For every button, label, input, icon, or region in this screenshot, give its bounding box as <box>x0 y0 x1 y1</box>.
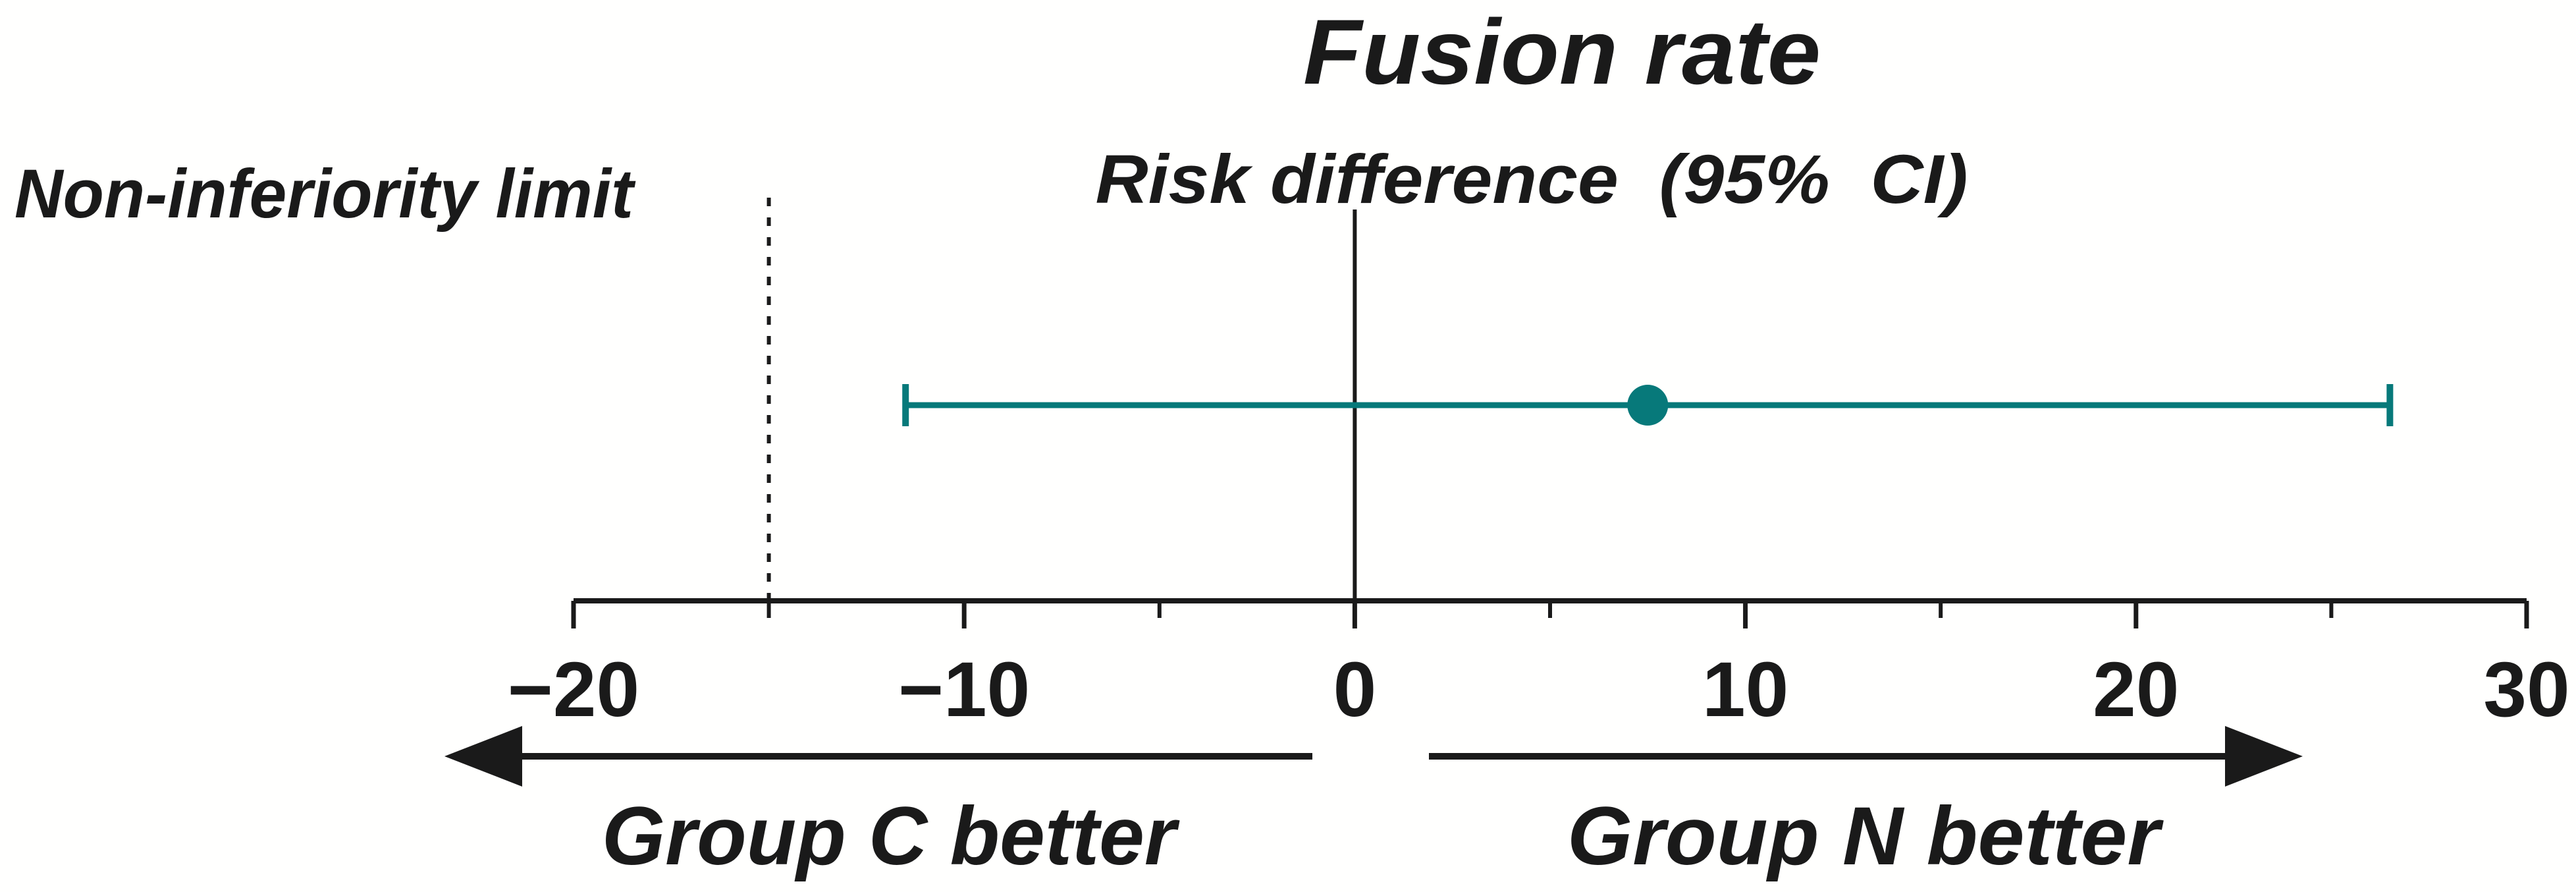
x-axis-tick-label: 30 <box>2483 646 2569 733</box>
x-axis-tick-label: 10 <box>1702 646 1788 733</box>
left-arrow-head <box>444 726 522 787</box>
x-axis-tick-label: 20 <box>2093 646 2179 733</box>
chart-subtitle: Risk difference (95% CI) <box>1096 141 1968 218</box>
chart-title: Fusion rate <box>1303 0 1821 103</box>
x-axis-tick-label: −20 <box>508 646 639 733</box>
point-estimate-dot <box>1627 385 1669 426</box>
left-arrow-label: Group C better <box>602 791 1180 882</box>
chart-geometry: −20 −10 0 10 20 30 <box>444 198 2570 787</box>
x-axis-tick-label: 0 <box>1333 646 1377 733</box>
right-arrow-head <box>2225 726 2303 787</box>
right-arrow-label: Group N better <box>1567 791 2164 882</box>
non-inferiority-label: Non-inferiority limit <box>14 155 636 233</box>
x-axis-tick-label: −10 <box>898 646 1030 733</box>
